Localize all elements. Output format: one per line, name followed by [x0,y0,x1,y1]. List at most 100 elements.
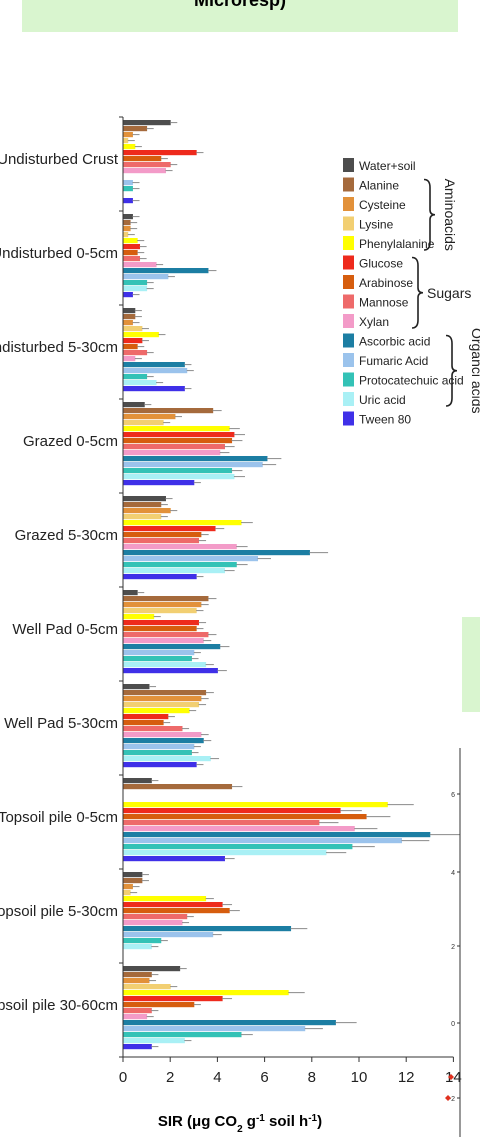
legend-swatch [343,392,354,406]
bar [123,374,148,380]
legend-swatch [343,314,354,328]
bar [123,590,138,596]
bar [123,514,162,520]
bar [123,280,148,286]
bar [123,496,166,502]
x-tick-label: 2 [166,1069,174,1086]
bar [123,332,159,338]
bar [123,596,209,602]
legend-group-label: Aminoacids [442,179,458,251]
bar [123,890,131,896]
bar [123,156,162,162]
bar [123,656,192,662]
bar [123,850,327,856]
bar [123,938,162,944]
side-plot-layer: 6 4 2 0 -2 [445,748,461,1137]
legend-label: Glucose [359,257,403,271]
legend-swatch [343,255,354,270]
bar [123,978,150,984]
legend-label: Uric acid [359,393,406,407]
category-label: Well Pad 0-5cm [12,621,118,638]
side-plot-tick-label: 0 [451,1021,455,1028]
category-label: Topsoil pile 5-30cm [0,903,118,920]
bar [123,972,152,978]
bar [123,632,209,638]
bar [123,126,148,132]
bar [123,444,225,450]
bar [123,132,133,138]
bar [123,162,171,168]
bar [123,708,190,714]
bar [123,538,200,544]
bar [123,720,164,726]
bar [123,726,183,732]
bar [123,996,223,1002]
legend-label: Mannose [359,296,409,310]
bar [123,944,152,950]
legend-swatch [343,294,354,309]
bar [123,520,242,526]
bar [123,268,209,274]
x-tick-label: 0 [119,1069,127,1086]
bar [123,902,223,908]
legend-group-brace [445,334,458,407]
legend-group-label: Organci acids [469,328,480,414]
bar [123,1008,152,1014]
legend-swatch [343,236,354,250]
bar [123,480,195,486]
bar [123,756,211,762]
bar [123,562,237,568]
x-tick-label: 12 [398,1069,415,1086]
bar [123,984,171,990]
bar [123,350,148,356]
bar [123,1020,336,1026]
legend-label: Xylan [359,315,389,329]
bar [123,456,268,462]
bar [123,550,310,556]
x-tick-label: 10 [351,1069,368,1086]
bar [123,344,138,350]
legend-label: Arabinose [359,276,413,290]
legend-swatch [343,372,354,387]
bar [123,274,169,280]
bar [123,314,136,320]
bar [123,232,129,238]
legend-swatch [343,275,354,289]
bar [123,168,166,174]
category-label: Undisturbed 5-30cm [0,339,118,356]
bar [123,386,185,392]
bar [123,286,148,292]
bar [123,1044,152,1050]
bar [123,402,145,408]
bar [123,198,133,204]
bar [123,872,143,878]
bar [123,414,176,420]
bar [123,1038,185,1044]
legend-swatch [343,158,354,172]
bar [123,532,202,538]
legend-swatch [343,216,354,231]
bar [123,380,157,386]
bar [123,832,431,838]
bar [123,814,367,820]
bar [123,802,388,808]
bar [123,468,233,474]
legend-swatch [343,197,354,211]
legend-swatch [343,353,354,367]
bar [123,120,171,126]
x-axis-label: SIR (μg CO2 g-1 soil h-1) [158,1113,322,1135]
side-plot-marker [445,1095,451,1101]
bar [123,568,225,574]
bar [123,932,214,938]
category-label: Well Pad 5-30cm [4,715,118,732]
bar [123,544,237,550]
category-label: Topsoil pile 30-60cm [0,997,118,1014]
category-label: Grazed 5-30cm [15,527,118,544]
bar [123,462,263,468]
bar [123,556,259,562]
bar [123,1002,195,1008]
side-plot-tick-label: 2 [451,944,455,951]
axis-layer: Undisturbed Crust Undisturbed 0-5cm Undist… [0,116,462,1086]
bar [123,638,204,644]
bar [123,826,355,832]
